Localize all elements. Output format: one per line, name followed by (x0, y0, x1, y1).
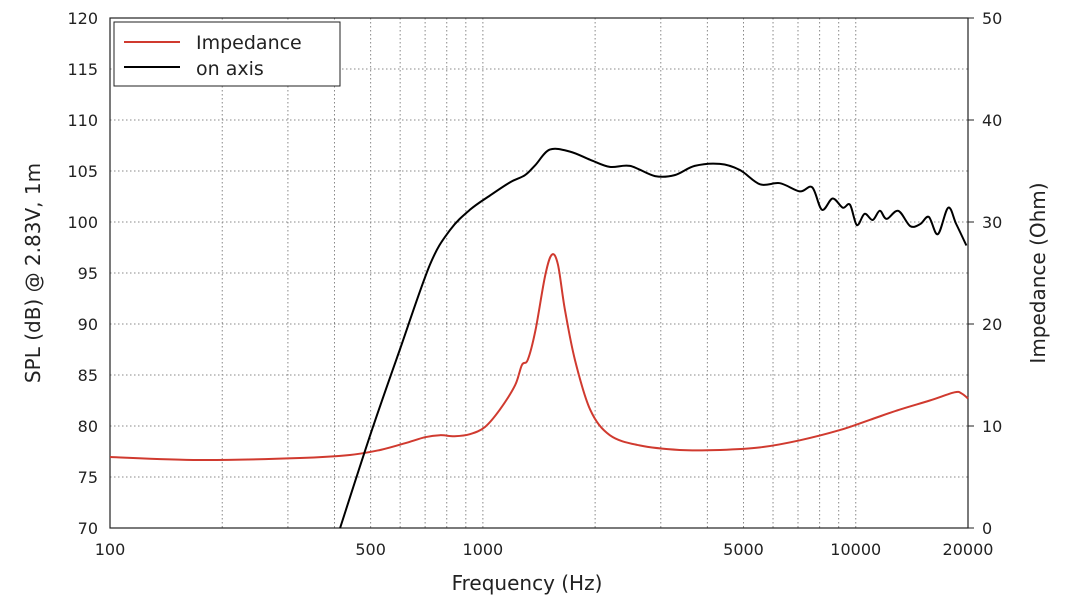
y-axis-label: SPL (dB) @ 2.83V, 1m (21, 163, 45, 383)
y2-tick-label: 0 (982, 519, 992, 538)
legend: Impedance on axis (113, 21, 341, 87)
y-tick-label: 115 (67, 60, 98, 79)
plot-frame (109, 17, 969, 529)
y-tick-label: 110 (67, 111, 98, 130)
y-tick-label: 105 (67, 162, 98, 181)
y2-tick-label: 30 (982, 213, 1002, 232)
series-line-on-axis (339, 147, 968, 529)
y-tick-label: 80 (78, 417, 98, 436)
y2-tick-label: 10 (982, 417, 1002, 436)
x-tick-label: 20000 (943, 540, 994, 559)
y2-axis-label: Impedance (Ohm) (1026, 182, 1050, 363)
y2-tick-label: 20 (982, 315, 1002, 334)
x-tick-label: 5000 (723, 540, 764, 559)
y-tick-label: 85 (78, 366, 98, 385)
y-tick-label: 70 (78, 519, 98, 538)
x-tick-label: 500 (355, 540, 386, 559)
x-tick-label: 100 (95, 540, 126, 559)
y-tick-label: 100 (67, 213, 98, 232)
series-line-impedance (109, 253, 969, 462)
y-tick-label: 75 (78, 468, 98, 487)
grid (110, 18, 968, 528)
x-axis-label: Frequency (Hz) (452, 571, 603, 595)
series-lines (109, 147, 969, 529)
y-tick-label: 95 (78, 264, 98, 283)
y-tick-label: 120 (67, 9, 98, 28)
legend-label-impedance: Impedance (196, 32, 302, 54)
legend-label-on-axis: on axis (196, 58, 264, 80)
y2-tick-label: 50 (982, 9, 1002, 28)
ticks: 100 500 1000 5000 10000 200007075808590951001… (67, 9, 1002, 559)
y-tick-label: 90 (78, 315, 98, 334)
x-tick-label: 1000 (463, 540, 504, 559)
legend-box (113, 21, 341, 87)
y2-tick-label: 40 (982, 111, 1002, 130)
x-tick-label: 10000 (830, 540, 881, 559)
